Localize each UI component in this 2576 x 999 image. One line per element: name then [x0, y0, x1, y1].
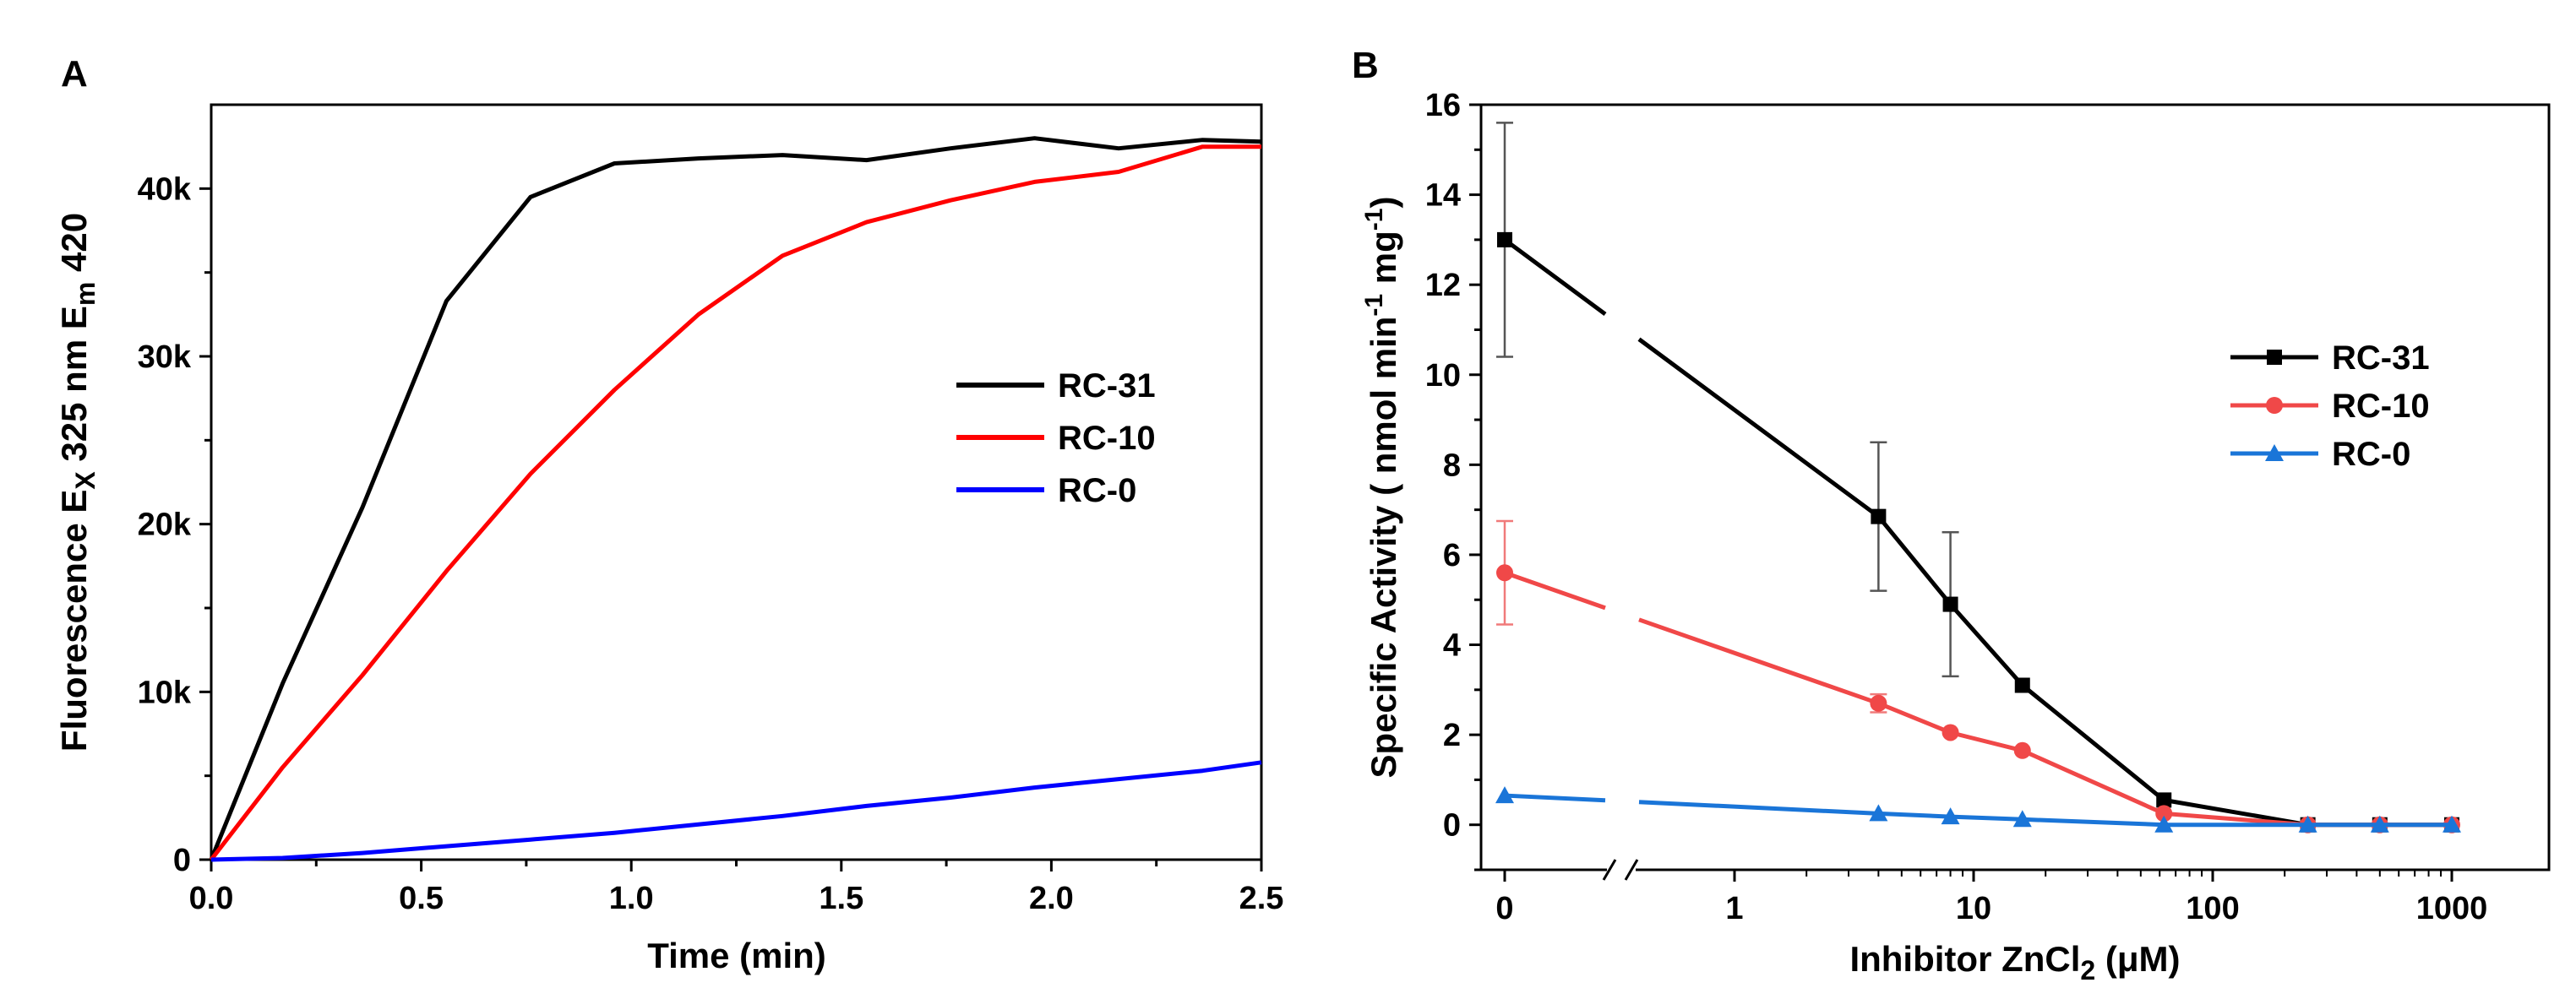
b-marker-rc-0: [2154, 815, 2174, 833]
b-series-line-rc-31: [1876, 515, 2452, 828]
b-y-tick-label: 4: [1443, 628, 1461, 664]
a-series-line-rc-0: [210, 760, 1262, 862]
b-x-tick-label: 10: [1956, 891, 1991, 926]
b-y-tick-label: 14: [1425, 178, 1461, 214]
b-marker-rc-31: [1497, 231, 1512, 247]
panel-b-y-axis-title: Specific Activity ( nmol min-1 mg-1): [1360, 197, 1403, 779]
a-y-tick-label: 40k: [138, 171, 192, 207]
b-series-line-rc-10: [1504, 570, 1606, 611]
b-x-tick-label: 100: [2186, 891, 2239, 926]
b-legend-marker-rc-0: [2265, 444, 2284, 461]
panel-a-y-axis-title: Fluorescence EX 325 nm Em 420: [54, 213, 101, 752]
panel-b-series: [1495, 122, 2461, 833]
a-y-tick-label: 30k: [138, 339, 192, 375]
a-series-line-rc-31: [209, 136, 1262, 861]
b-axis-break-mark: [1624, 859, 1639, 881]
b-series-line-rc-31: [1637, 337, 1880, 519]
b-x-tick-label: 1000: [2416, 891, 2488, 926]
b-y-tick-label: 12: [1425, 268, 1461, 303]
a-x-tick-label: 1.0: [609, 881, 654, 916]
b-y-tick-label: 6: [1443, 538, 1461, 573]
a-x-tick-label: 0.5: [399, 881, 444, 916]
a-y-tick-label: 20k: [138, 508, 192, 543]
b-series-line-rc-10: [1638, 617, 1880, 706]
b-marker-rc-31: [1942, 596, 1958, 612]
b-y-tick-label: 2: [1443, 718, 1461, 753]
b-y-tick-label: 16: [1425, 88, 1461, 123]
b-marker-rc-10: [1942, 724, 1959, 741]
b-legend-marker-rc-10: [2266, 397, 2283, 414]
panel-a-label: A: [61, 53, 88, 95]
b-series-line-rc-0: [1504, 793, 1606, 803]
b-marker-rc-0: [2370, 815, 2389, 833]
panel-b-plot-frame: [1479, 103, 2551, 871]
b-marker-rc-0: [2012, 810, 2032, 828]
b-marker-rc-10: [1496, 564, 1513, 582]
b-marker-rc-0: [1869, 804, 1888, 822]
a-x-tick-label: 0.0: [189, 881, 234, 916]
panel-a-x-axis-title: Time (min): [647, 936, 826, 975]
panel-b-label: B: [1352, 45, 1379, 86]
a-x-tick-label: 2.5: [1239, 881, 1284, 916]
b-marker-rc-10: [2013, 741, 2031, 759]
b-marker-rc-0: [2298, 815, 2317, 833]
b-marker-rc-10: [2155, 805, 2173, 823]
a-y-tick-label: 10k: [138, 675, 192, 710]
b-marker-rc-31: [2014, 677, 2030, 693]
a-legend-label: RC-10: [1058, 420, 1156, 457]
b-marker-rc-31: [1871, 508, 1887, 524]
a-y-tick-label: 0: [173, 843, 191, 878]
b-marker-rc-31: [2156, 792, 2172, 808]
panel-a-ticks: 0.0 0.5 1.0 1.5 2.0 2.5 0 10k 20k 30k 40k: [138, 171, 1284, 916]
panel-a-series: [209, 136, 1262, 862]
b-marker-rc-0: [1941, 807, 1960, 825]
b-x-tick-label: 1: [1725, 891, 1743, 926]
b-axis-break-mark: [1602, 859, 1617, 881]
panel-a: A 0.0 0.5 1.0 1.5 2.0 2.5 0 10k 20k 30k 40k Time (…: [54, 53, 1283, 975]
b-marker-rc-0: [2443, 815, 2461, 833]
b-y-tick-label: 0: [1443, 808, 1461, 844]
panel-b-axis-break: [1602, 859, 1639, 881]
b-marker-rc-0: [1495, 786, 1514, 804]
a-x-tick-label: 1.5: [819, 881, 863, 916]
panel-b-ticks: 0 1 10 100 1000 0 2 4 6 8 10 12 14 16: [1425, 88, 2488, 926]
a-legend-label: RC-31: [1058, 367, 1156, 404]
b-y-tick-label: 8: [1443, 448, 1461, 483]
b-legend-label: RC-31: [2332, 339, 2430, 377]
b-marker-rc-10: [1870, 694, 1887, 712]
b-legend-label: RC-0: [2332, 436, 2410, 473]
panel-b: B 0 1 10 100 1000 0 2 4 6 8 10 12 14 16 Inhibitor ZnC…: [1352, 45, 2551, 985]
b-y-tick-label: 10: [1425, 358, 1461, 394]
a-series-line-rc-10: [210, 144, 1261, 861]
panel-b-legend: RC-31 RC-10 RC-0: [2230, 339, 2430, 473]
b-series-line-rc-31: [1503, 237, 1607, 317]
a-x-tick-label: 2.0: [1029, 881, 1074, 916]
b-legend-label: RC-10: [2332, 388, 2430, 425]
panel-a-legend: RC-31 RC-10 RC-0: [956, 367, 1156, 509]
panel-b-x-axis-title: Inhibitor ZnCl2 (μM): [1849, 939, 2180, 985]
b-x-tick-label: 0: [1495, 891, 1513, 926]
b-series-line-rc-0: [1638, 800, 1879, 816]
b-legend-marker-rc-31: [2267, 350, 2282, 365]
a-legend-label: RC-0: [1058, 472, 1136, 509]
